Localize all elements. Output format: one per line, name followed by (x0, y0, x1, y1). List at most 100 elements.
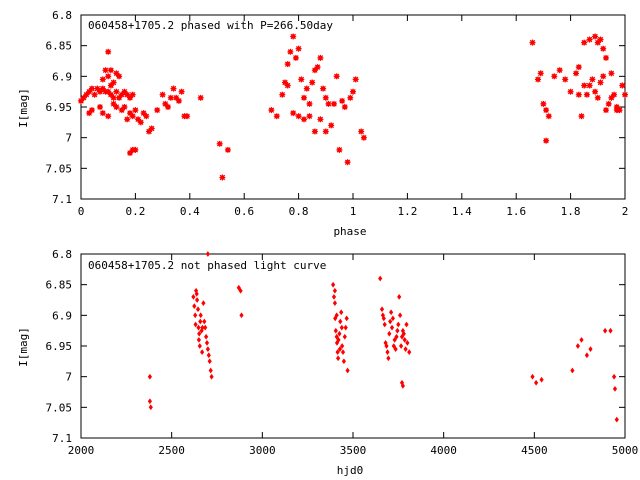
top-data-point (104, 72, 112, 80)
top-data-point (284, 81, 292, 90)
bottom-data-point (379, 306, 385, 312)
top-data-point (96, 103, 104, 111)
bottom-data-point (205, 346, 210, 352)
top-data-point (575, 91, 583, 99)
top-data-point (344, 158, 352, 166)
bottom-data-point (405, 340, 410, 346)
top-data-point (618, 81, 626, 90)
top-data-point (352, 75, 360, 84)
bottom-data-point (588, 346, 593, 352)
top-data-point (542, 137, 550, 145)
bottom-data-point (195, 306, 201, 312)
bottom-plot-frame (80, 253, 626, 439)
bottom-data-point (197, 331, 202, 337)
bottom-chart-title: 060458+1705.2 not phased light curve (88, 259, 326, 272)
bottom-data-point (206, 352, 211, 358)
bottom-data-point (388, 318, 393, 325)
top-data-point (319, 84, 327, 93)
bottom-data-point (193, 321, 198, 328)
bottom-y-label: I[mag] (17, 327, 30, 367)
bottom-data-point (198, 312, 203, 318)
top-data-point (550, 72, 558, 80)
top-data-point (539, 100, 548, 108)
top-data-point (596, 35, 605, 44)
bottom-data-point (207, 358, 212, 364)
top-data-point (104, 112, 112, 120)
top-data-point (542, 106, 550, 114)
bottom-data-point (390, 315, 395, 322)
bottom-x-tick-label: 5000 (612, 444, 639, 457)
top-data-point (572, 69, 580, 77)
bottom-data-point (403, 346, 408, 352)
top-y-tick-label: 6.85 (46, 40, 73, 53)
top-data-point (289, 109, 297, 117)
top-data-point (90, 91, 99, 99)
bottom-x-tick-label: 4500 (521, 444, 548, 457)
bottom-data-point (204, 340, 210, 346)
bottom-x-tick-label: 2000 (68, 444, 95, 457)
bottom-data-point (337, 331, 342, 337)
bottom-data-point (339, 324, 344, 331)
bottom-y-tick-label: 6.85 (46, 279, 73, 292)
top-points (77, 32, 629, 182)
bottom-data-point (608, 328, 613, 334)
bottom-data-point (343, 324, 348, 331)
top-data-point (164, 103, 172, 111)
top-data-point (107, 81, 115, 90)
top-x-tick-label: 0.6 (234, 205, 254, 218)
top-data-point (267, 106, 275, 114)
top-x-tick-label: 1.4 (452, 205, 472, 218)
top-data-point (197, 94, 205, 102)
top-data-point (109, 94, 118, 102)
top-data-point (621, 91, 629, 99)
top-data-point (580, 38, 588, 47)
bottom-data-point (612, 374, 617, 380)
top-data-point (311, 127, 319, 136)
bottom-data-point (200, 349, 205, 355)
top-data-point (112, 88, 121, 96)
bottom-data-point (205, 251, 210, 257)
bottom-y-tick-label: 6.95 (46, 340, 73, 353)
top-data-point (175, 97, 183, 105)
bottom-data-point (331, 294, 337, 300)
bottom-data-point (338, 318, 343, 325)
top-data-point (341, 103, 349, 111)
bottom-data-point (613, 386, 617, 392)
top-data-point (286, 48, 294, 56)
top-data-point (112, 103, 121, 111)
top-data-point (115, 72, 123, 80)
bottom-data-point (332, 288, 337, 294)
bottom-data-point (402, 337, 407, 343)
top-data-point (300, 115, 308, 123)
bottom-data-point (209, 374, 214, 380)
bottom-x-tick-label: 3000 (249, 444, 276, 457)
top-data-point (561, 75, 569, 84)
bottom-data-point (386, 355, 391, 361)
bottom-data-point (404, 321, 409, 328)
top-data-point (216, 140, 224, 148)
bottom-data-point (196, 324, 201, 331)
bottom-data-point (603, 328, 608, 334)
top-data-point (575, 63, 583, 71)
top-x-tick-label: 0.8 (289, 205, 309, 218)
top-data-point (131, 146, 139, 154)
top-data-point (545, 112, 553, 120)
top-data-point (602, 106, 610, 114)
top-plot-frame (80, 14, 626, 200)
bottom-data-point (539, 377, 544, 383)
bottom-data-point (395, 328, 400, 334)
bottom-data-point (148, 404, 153, 410)
top-data-point (284, 60, 292, 68)
bottom-data-point (579, 337, 584, 343)
top-data-point (607, 69, 616, 77)
bottom-y-tick-label: 6.8 (52, 248, 72, 261)
top-y-label: I[mag] (17, 88, 30, 128)
top-data-point (537, 69, 545, 77)
bottom-data-point (201, 300, 206, 306)
top-data-point (297, 75, 305, 84)
top-data-point (324, 100, 333, 108)
top-data-point (292, 54, 300, 62)
bottom-data-point (337, 346, 342, 352)
top-x-label: phase (333, 225, 366, 238)
bottom-data-point (339, 309, 344, 315)
